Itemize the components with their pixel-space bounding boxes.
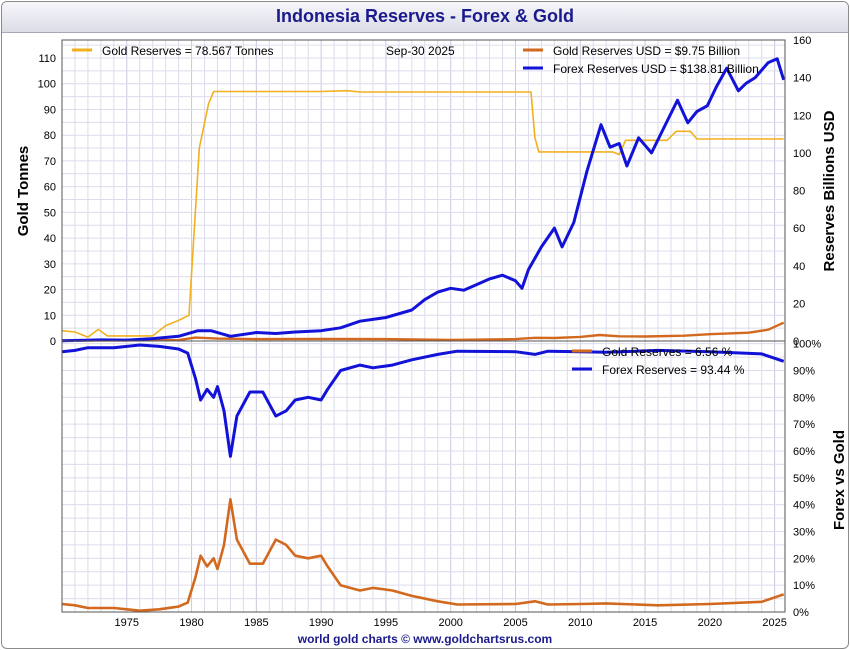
left-axis-title: Gold Tonnes [15,146,32,237]
gold-percent-line [61,498,785,612]
bottom-panel-series [61,343,785,612]
left-tick-label: 10 [44,310,56,322]
left-tick-label: 60 [44,182,56,194]
x-tick-label: 2020 [698,617,722,629]
percent-tick-label: 0% [793,607,809,619]
bottom-panel-grid [62,341,785,612]
right-tick-label: 0 [793,336,799,348]
title-bar: Indonesia Reserves - Forex & Gold [2,2,848,33]
legend-gold-pct: Gold Reserves = 6.56 % [602,345,733,359]
top-panel-border [61,39,786,342]
top-panel-grid [62,40,785,341]
x-tick-label: 1995 [374,617,398,629]
legend-forex-usd: Forex Reserves USD = $138.81 Billion [553,62,759,76]
right-tick-label: 20 [793,298,805,310]
legend-gold-usd: Gold Reserves USD = $9.75 Billion [553,44,740,58]
top-panel-ticks: 0 10 20 30 40 50 60 70 80 90 100 110 0 20 40 60 80 100 120… [38,35,812,348]
right-tick-label: 120 [793,110,811,122]
bottom-panel-ticks: 0% 10% 20% 30% 40% 50% 60% 70% 80% 90% 100% 1975 198… [115,339,822,629]
percent-tick-label: 50% [793,473,815,485]
percent-tick-label: 90% [793,366,815,378]
right-tick-label: 100 [793,148,811,160]
left-tick-label: 30 [44,259,56,271]
gold-usd-line [61,321,785,342]
footer-credit: world gold charts © www.goldchartsrus.co… [297,632,553,646]
left-tick-label: 110 [38,53,56,65]
right-tick-label: 160 [793,35,811,47]
x-tick-label: 2010 [568,617,592,629]
right-tick-label: 80 [793,186,805,198]
legend-gold-tonnes: Gold Reserves = 78.567 Tonnes [102,44,274,58]
x-tick-label: 2005 [503,617,527,629]
date-label: Sep-30 2025 [386,44,455,58]
bottom-panel-border [61,340,786,613]
percent-tick-label: 80% [793,392,815,404]
left-tick-label: 40 [44,233,56,245]
left-tick-label: 20 [44,285,56,297]
x-tick-label: 1975 [115,617,139,629]
percent-tick-label: 100% [793,339,821,351]
x-tick-label: 1980 [179,617,203,629]
right-axis-title: Reserves Billions USD [821,110,838,271]
x-tick-label: 2015 [633,617,657,629]
forex-usd-line [61,57,786,343]
percent-tick-label: 10% [793,580,815,592]
left-tick-label: 0 [50,336,56,348]
percent-tick-label: 30% [793,527,815,539]
left-tick-label: 100 [38,79,56,91]
left-tick-label: 90 [44,104,56,116]
left-tick-label: 50 [44,207,56,219]
page-title: Indonesia Reserves - Forex & Gold [275,6,575,26]
right-tick-label: 60 [793,223,805,235]
x-tick-label: 1985 [244,617,268,629]
left-tick-label: 80 [44,130,56,142]
x-tick-label: 2000 [438,617,462,629]
percent-tick-label: 40% [793,500,815,512]
legend-forex-pct: Forex Reserves = 93.44 % [602,363,745,377]
percent-tick-label: 60% [793,446,815,458]
x-tick-label: 1990 [309,617,333,629]
top-panel-series [61,57,786,343]
right-tick-label: 40 [793,261,805,273]
percent-tick-label: 20% [793,553,815,565]
bottom-right-axis-title: Forex vs Gold [831,430,848,530]
right-tick-label: 140 [793,73,811,85]
percent-tick-label: 70% [793,419,815,431]
forex-percent-line [61,343,785,458]
gold-tonnes-line [61,89,784,338]
x-tick-label: 2025 [762,617,786,629]
left-tick-label: 70 [44,156,56,168]
